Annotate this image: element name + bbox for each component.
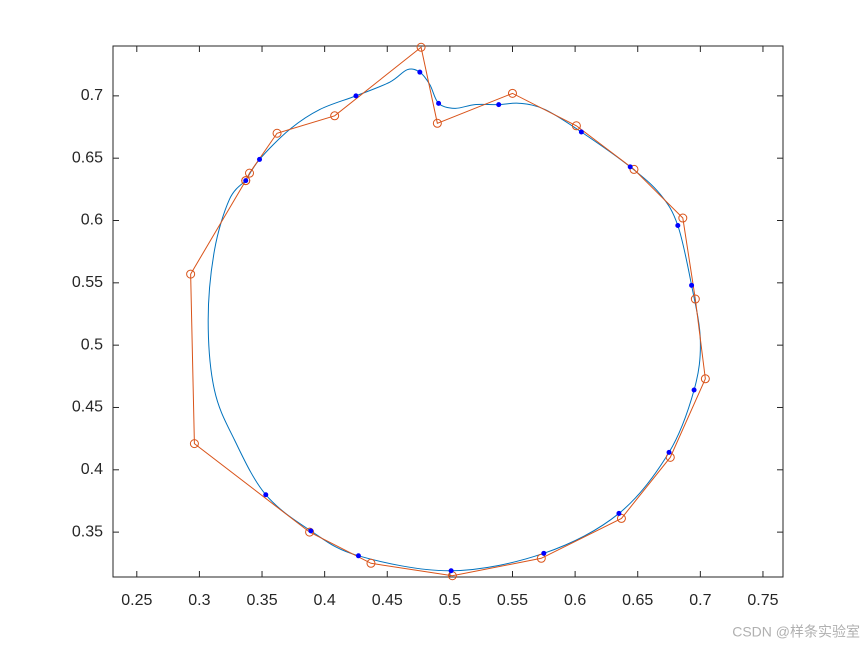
point-marker [629,164,639,174]
point-marker [571,121,581,131]
point-dot [308,528,314,534]
y-tick-label: 0.35 [72,523,103,540]
point-marker [416,42,426,52]
y-tick-label: 0.4 [81,461,103,478]
line [190,46,706,577]
point-marker [189,439,199,449]
point-dot [496,102,502,108]
point-dot [243,178,249,184]
y-tick-label: 0.6 [81,212,103,229]
point-dot [257,156,263,162]
axes-box [112,45,784,578]
point-dot [616,510,622,516]
point-marker [536,553,546,563]
x-tick-label: 0.35 [246,592,277,609]
point-dot [353,93,359,99]
y-tick-label: 0.7 [81,87,103,104]
y-tick-label: 0.65 [72,149,103,166]
point-marker [245,168,255,178]
point-dot [691,387,697,393]
point-marker [305,527,315,537]
point-marker [272,128,282,138]
point-marker [432,118,442,128]
x-tick-label: 0.45 [372,592,403,609]
point-marker [507,88,517,98]
x-tick-label: 0.3 [188,592,210,609]
y-tick-label: 0.55 [72,274,103,291]
y-tick-label: 0.45 [72,399,103,416]
x-tick-label: 0.4 [314,592,336,609]
point-marker [330,111,340,121]
y-tick-label: 0.5 [81,336,103,353]
x-tick-label: 0.75 [747,592,778,609]
point-marker [690,294,700,304]
point-dot [578,129,584,135]
line [207,68,701,572]
x-tick-label: 0.25 [121,592,152,609]
x-tick-label: 0.55 [497,592,528,609]
x-tick-label: 0.7 [689,592,711,609]
point-marker [700,374,710,384]
point-marker [616,513,626,523]
x-tick-label: 0.6 [564,592,586,609]
point-marker [678,213,688,223]
point-dot [436,100,442,106]
x-tick-label: 0.5 [439,592,461,609]
point-marker [186,269,196,279]
point-dot [541,550,547,556]
point-dot [263,492,269,498]
point-dot [675,222,681,228]
point-dot [627,164,633,170]
point-dot [448,568,454,574]
point-dot [666,449,672,455]
watermark: CSDN @样条实验室 [732,624,860,640]
x-tick-label: 0.65 [622,592,653,609]
point-marker [241,176,251,186]
point-dot [417,69,423,75]
point-dot [355,553,361,559]
point-marker [366,558,376,568]
point-dot [689,282,695,288]
